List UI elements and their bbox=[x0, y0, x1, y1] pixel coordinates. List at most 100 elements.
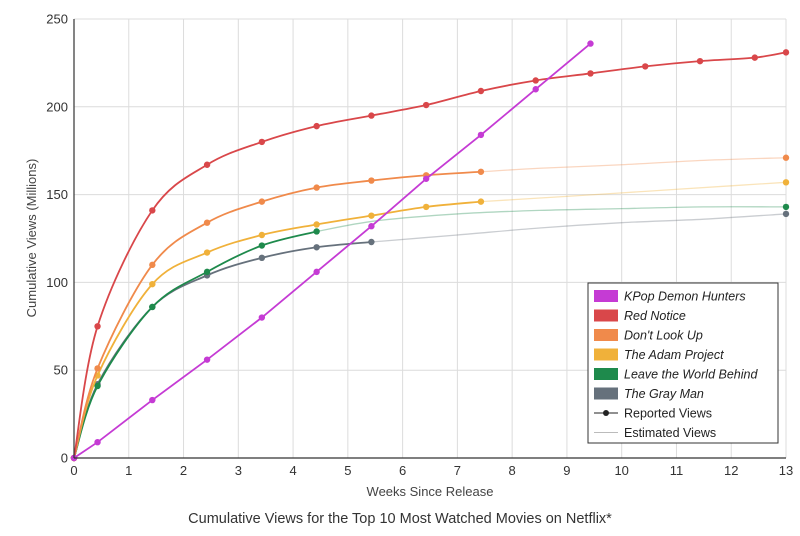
legend-box bbox=[587, 282, 779, 444]
legend-swatch-leave-the-world-behind bbox=[594, 368, 618, 380]
the-adam-project-estimated-line bbox=[480, 181, 787, 203]
the-adam-project-data-point bbox=[203, 249, 211, 256]
legend-swatch-the-gray-man bbox=[594, 387, 618, 400]
don-t-look-up-data-point bbox=[149, 261, 156, 269]
kpop-demon-hunters-reported-line bbox=[73, 42, 592, 459]
don-t-look-up-estimate-point bbox=[782, 154, 790, 161]
red-notice-data-point bbox=[532, 77, 539, 84]
kpop-demon-hunters-data-point bbox=[368, 223, 375, 230]
the-adam-project-estimate-point bbox=[782, 179, 790, 186]
kpop-demon-hunters-data-point bbox=[149, 396, 156, 404]
kpop-demon-hunters-data-point bbox=[203, 356, 211, 363]
legend-label-reported: Reported Views bbox=[624, 407, 712, 421]
legend-label-don-t-look-up: Don't Look Up bbox=[624, 329, 703, 343]
the-gray-man-data-point bbox=[258, 254, 266, 262]
leave-the-world-behind-estimate-point bbox=[782, 203, 790, 211]
legend-label-red-notice: Red Notice bbox=[624, 309, 686, 323]
red-notice-data-point bbox=[258, 138, 266, 146]
y-tick-label: 250 bbox=[46, 12, 68, 27]
kpop-demon-hunters-data-point bbox=[258, 314, 266, 321]
x-tick-label: 2 bbox=[180, 463, 187, 478]
leave-the-world-behind-data-point bbox=[313, 228, 320, 235]
the-adam-project-data-point bbox=[422, 203, 430, 211]
the-adam-project-reported-line bbox=[73, 200, 482, 459]
x-axis-title: Weeks Since Release bbox=[367, 484, 494, 499]
the-adam-project-data-point bbox=[477, 198, 485, 205]
red-notice-data-point bbox=[587, 70, 594, 77]
red-notice-data-point bbox=[94, 323, 101, 330]
legend-swatch-don-t-look-up bbox=[594, 329, 618, 341]
kpop-demon-hunters-data-point bbox=[94, 438, 101, 446]
leave-the-world-behind-data-point bbox=[149, 303, 156, 311]
x-tick-label: 5 bbox=[344, 463, 351, 478]
x-tick-label: 10 bbox=[614, 463, 628, 478]
y-tick-label: 50 bbox=[54, 363, 68, 378]
grid bbox=[73, 18, 787, 459]
x-tick-label: 9 bbox=[563, 463, 570, 478]
don-t-look-up-data-point bbox=[368, 177, 375, 184]
x-tick-label: 12 bbox=[724, 463, 738, 478]
x-tick-label: 3 bbox=[235, 463, 242, 478]
legend-swatch-the-adam-project bbox=[594, 348, 618, 361]
leave-the-world-behind-data-point bbox=[258, 242, 266, 249]
red-notice-data-point bbox=[203, 161, 211, 168]
kpop-demon-hunters-data-point bbox=[422, 175, 430, 182]
legend-reported-dot bbox=[603, 410, 609, 416]
y-tick-label: 100 bbox=[46, 275, 68, 290]
legend-label-estimated: Estimated Views bbox=[624, 426, 716, 440]
don-t-look-up-data-point bbox=[258, 198, 266, 205]
kpop-demon-hunters-data-point bbox=[532, 86, 539, 93]
legend-swatch-kpop-demon-hunters bbox=[594, 290, 618, 302]
the-adam-project-data-point bbox=[313, 221, 320, 228]
the-gray-man-data-point bbox=[313, 244, 320, 251]
y-tick-label: 150 bbox=[46, 187, 68, 202]
the-adam-project-data-point bbox=[258, 231, 266, 239]
x-tick-label: 6 bbox=[399, 463, 406, 478]
legend-swatch-red-notice bbox=[594, 309, 618, 322]
red-notice-reported-line bbox=[73, 51, 787, 459]
don-t-look-up-data-point bbox=[94, 365, 101, 372]
red-notice-data-point bbox=[477, 87, 485, 95]
legend-label-the-adam-project: The Adam Project bbox=[624, 348, 724, 362]
the-gray-man-estimate-point bbox=[782, 210, 790, 218]
reported-lines bbox=[70, 40, 790, 462]
legend-label-kpop-demon-hunters: KPop Demon Hunters bbox=[624, 290, 746, 304]
don-t-look-up-data-point bbox=[313, 184, 320, 191]
don-t-look-up-data-point bbox=[477, 168, 485, 175]
red-notice-data-point bbox=[368, 112, 375, 119]
red-notice-data-point bbox=[642, 63, 649, 70]
the-adam-project-data-point bbox=[368, 212, 375, 219]
estimated-lines bbox=[316, 154, 790, 243]
legend: KPop Demon Hunters Red Notice Don't Look U… bbox=[587, 282, 779, 444]
kpop-demon-hunters-data-point bbox=[313, 268, 320, 276]
the-gray-man-estimated-line bbox=[371, 213, 787, 243]
chart-title: Cumulative Views for the Top 10 Most Wat… bbox=[188, 511, 612, 527]
the-adam-project-data-point bbox=[149, 280, 156, 288]
red-notice-data-point bbox=[782, 49, 790, 56]
don-t-look-up-data-point bbox=[203, 219, 211, 226]
red-notice-data-point bbox=[751, 54, 758, 61]
kpop-demon-hunters-data-point bbox=[587, 40, 594, 47]
x-tick-label: 4 bbox=[289, 463, 296, 478]
don-t-look-up-estimated-line bbox=[480, 157, 787, 173]
kpop-demon-hunters-data-point bbox=[477, 131, 485, 139]
x-tick-label: 0 bbox=[70, 463, 77, 478]
the-gray-man-data-point bbox=[368, 238, 375, 246]
leave-the-world-behind-data-point bbox=[203, 268, 211, 276]
don-t-look-up-reported-line bbox=[73, 170, 481, 459]
legend-label-leave-the-world-behind: Leave the World Behind bbox=[624, 368, 758, 382]
x-tick-label: 13 bbox=[779, 463, 793, 478]
x-tick-label: 7 bbox=[454, 463, 461, 478]
y-axis-title: Cumulative Views (Millions) bbox=[24, 159, 39, 318]
x-tick-label: 11 bbox=[670, 463, 684, 478]
leave-the-world-behind-reported-line bbox=[73, 230, 317, 459]
red-notice-data-point bbox=[696, 57, 704, 65]
leave-the-world-behind-data-point bbox=[94, 382, 101, 390]
red-notice-data-point bbox=[149, 207, 156, 214]
y-tick-label: 200 bbox=[46, 99, 68, 114]
legend-label-the-gray-man: The Gray Man bbox=[624, 387, 704, 401]
red-notice-data-point bbox=[422, 101, 430, 109]
leave-the-world-behind-estimated-line bbox=[316, 206, 787, 233]
